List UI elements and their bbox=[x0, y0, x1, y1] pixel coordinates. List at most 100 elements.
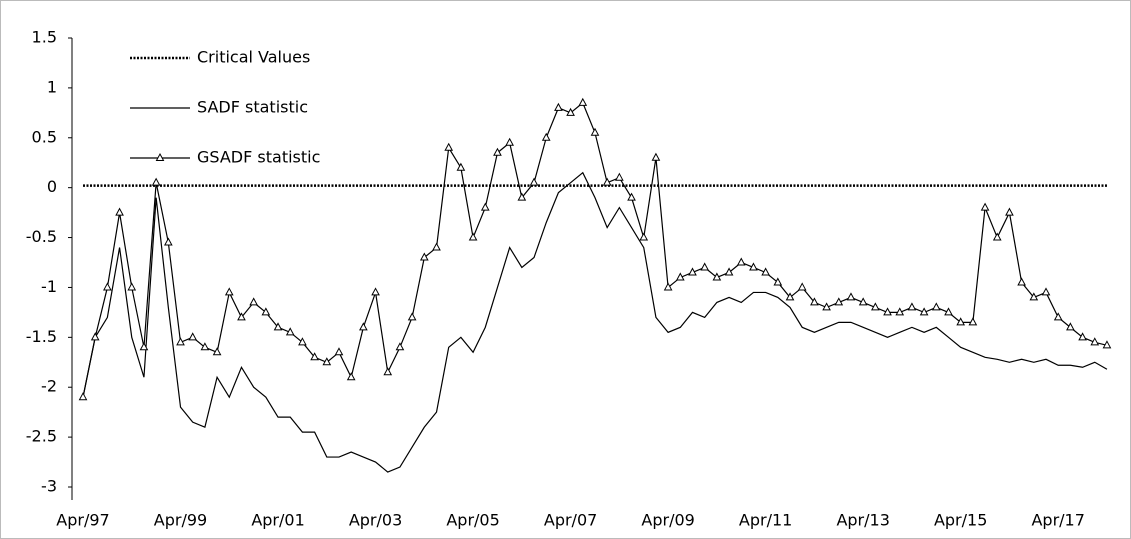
point-marker bbox=[968, 317, 978, 326]
x-tick-label: Apr/13 bbox=[836, 511, 889, 530]
point-marker bbox=[992, 232, 1002, 241]
point-marker bbox=[237, 312, 246, 321]
x-tick-label: Apr/09 bbox=[641, 511, 694, 530]
y-tick-label: -2.5 bbox=[26, 427, 57, 446]
point-marker bbox=[90, 332, 100, 341]
point-marker bbox=[468, 232, 478, 241]
point-marker bbox=[78, 392, 88, 401]
point-marker bbox=[493, 147, 502, 156]
point-marker bbox=[505, 137, 514, 146]
point-marker bbox=[566, 107, 575, 116]
point-marker bbox=[541, 132, 551, 141]
y-tick-label: -2 bbox=[41, 377, 57, 396]
point-marker bbox=[212, 347, 222, 356]
point-marker bbox=[188, 332, 198, 341]
point-marker bbox=[139, 342, 149, 351]
point-marker bbox=[359, 322, 368, 331]
y-tick-label: 1.5 bbox=[32, 28, 57, 47]
point-marker bbox=[371, 287, 380, 296]
point-marker bbox=[517, 192, 527, 201]
point-marker bbox=[724, 267, 734, 276]
point-marker bbox=[602, 177, 612, 186]
point-marker bbox=[712, 272, 722, 281]
point-marker bbox=[651, 152, 661, 161]
point-marker bbox=[285, 327, 295, 336]
point-marker bbox=[749, 262, 758, 271]
point-marker bbox=[675, 272, 685, 281]
x-tick-label: Apr/99 bbox=[154, 511, 207, 530]
point-marker bbox=[1090, 337, 1100, 346]
y-tick-label: 0 bbox=[47, 177, 57, 196]
point-marker bbox=[249, 297, 258, 306]
point-marker bbox=[1102, 340, 1112, 349]
point-marker bbox=[163, 237, 173, 246]
point-marker bbox=[627, 192, 636, 201]
y-tick-label: -0.5 bbox=[26, 227, 57, 246]
y-tick-label: -1.5 bbox=[26, 327, 57, 346]
point-marker bbox=[456, 162, 466, 171]
point-marker bbox=[846, 292, 856, 301]
point-marker bbox=[127, 282, 137, 291]
point-marker bbox=[773, 277, 783, 286]
point-marker bbox=[895, 307, 905, 316]
point-marker bbox=[1078, 332, 1087, 341]
point-marker bbox=[529, 177, 539, 186]
x-tick-label: Apr/11 bbox=[739, 511, 792, 530]
point-marker bbox=[480, 202, 490, 211]
point-marker bbox=[310, 352, 319, 361]
x-tick-label: Apr/15 bbox=[934, 511, 987, 530]
y-tick-label: 0.5 bbox=[32, 127, 57, 146]
point-marker bbox=[444, 142, 454, 151]
point-marker bbox=[298, 337, 307, 346]
point-marker bbox=[334, 347, 344, 356]
point-marker bbox=[797, 282, 807, 291]
legend-label: Critical Values bbox=[197, 48, 310, 67]
point-marker bbox=[322, 357, 332, 366]
point-marker bbox=[1017, 277, 1026, 286]
point-marker bbox=[736, 257, 746, 266]
point-marker bbox=[858, 297, 868, 306]
x-tick-label: Apr/05 bbox=[446, 511, 499, 530]
point-marker bbox=[1053, 312, 1063, 321]
point-marker bbox=[834, 297, 844, 306]
point-marker bbox=[554, 102, 563, 111]
point-marker bbox=[639, 232, 649, 241]
x-tick-label: Apr/03 bbox=[349, 511, 402, 530]
y-tick-label: -1 bbox=[41, 277, 57, 296]
legend-label: SADF statistic bbox=[197, 98, 308, 117]
point-marker bbox=[1041, 287, 1051, 296]
point-marker bbox=[419, 252, 429, 261]
point-marker bbox=[700, 262, 710, 271]
point-marker bbox=[1029, 292, 1039, 301]
x-tick-label: Apr/17 bbox=[1031, 511, 1084, 530]
point-marker bbox=[810, 297, 819, 306]
point-marker bbox=[1005, 207, 1014, 216]
x-tick-label: Apr/01 bbox=[251, 511, 304, 530]
point-marker bbox=[261, 307, 271, 316]
x-tick-label: Apr/07 bbox=[544, 511, 597, 530]
legend-marker bbox=[155, 152, 165, 161]
point-marker bbox=[346, 372, 356, 381]
point-marker bbox=[761, 267, 770, 276]
point-marker bbox=[688, 267, 697, 276]
point-marker bbox=[822, 302, 831, 311]
point-marker bbox=[919, 307, 929, 316]
y-tick-label: 1 bbox=[47, 77, 57, 96]
point-marker bbox=[103, 282, 112, 291]
point-marker bbox=[176, 337, 185, 346]
point-marker bbox=[395, 342, 405, 351]
point-marker bbox=[931, 302, 941, 311]
point-marker bbox=[151, 177, 161, 186]
y-tick-label: -3 bbox=[41, 477, 57, 496]
point-marker bbox=[785, 292, 795, 301]
point-marker bbox=[871, 302, 880, 311]
point-marker bbox=[115, 207, 124, 216]
series-line bbox=[82, 171, 1108, 473]
point-marker bbox=[273, 322, 283, 331]
point-marker bbox=[883, 307, 892, 316]
legend-label: GSADF statistic bbox=[197, 148, 320, 167]
point-marker bbox=[1066, 322, 1075, 331]
